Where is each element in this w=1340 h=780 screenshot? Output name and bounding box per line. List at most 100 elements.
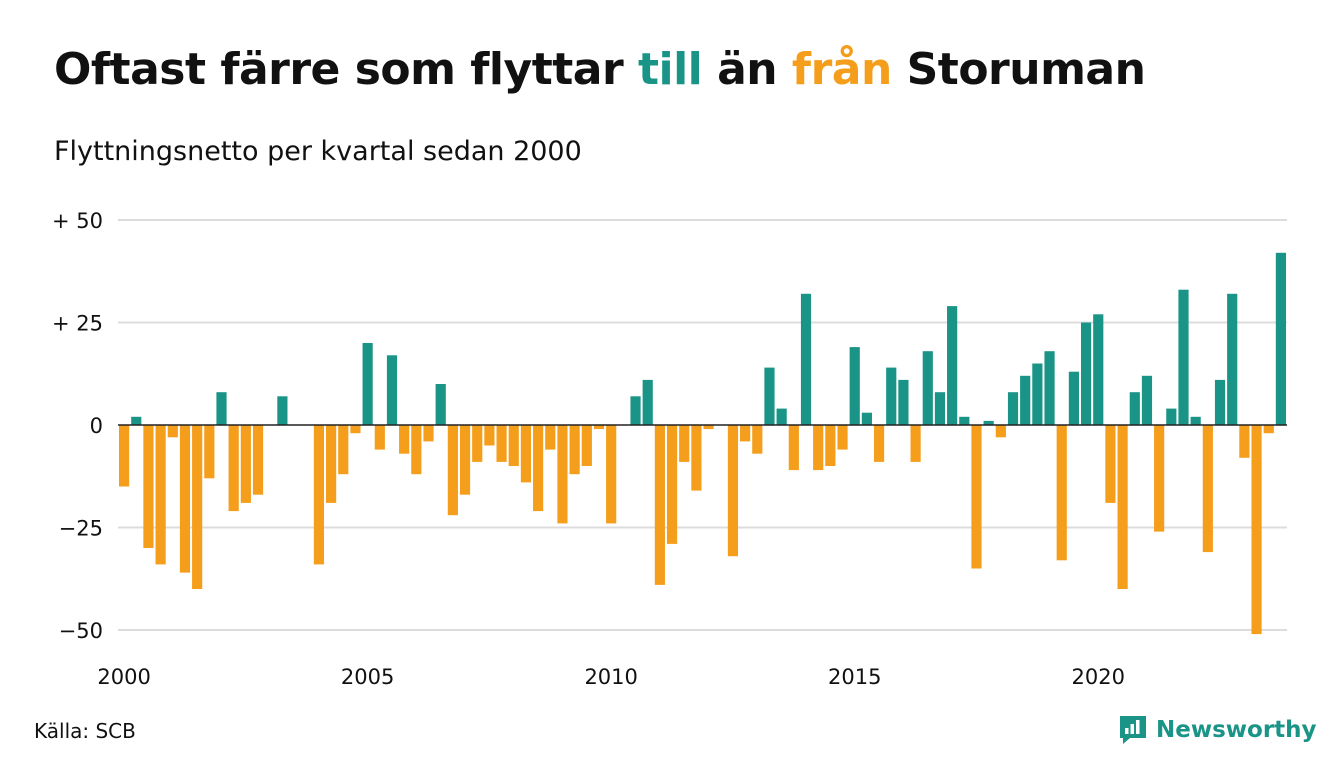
bar <box>313 425 325 565</box>
bar <box>472 425 483 462</box>
bar <box>119 425 130 487</box>
brand-name: Newsworthy <box>1156 717 1317 743</box>
bar <box>630 396 641 425</box>
title-part-2: än <box>702 44 792 95</box>
bar <box>155 425 166 565</box>
bar <box>1141 375 1153 425</box>
bar <box>545 425 556 450</box>
y-tick-label: −50 <box>59 619 103 643</box>
bar <box>825 425 836 466</box>
title-part-1: Oftast färre som flyttar <box>54 44 638 95</box>
bar <box>691 425 702 491</box>
y-axis-ticks: + 50 + 25 0 −25 −50 <box>52 209 103 643</box>
y-tick-label: + 25 <box>52 312 103 336</box>
bar <box>447 425 458 516</box>
bar <box>983 420 994 425</box>
bar <box>1202 425 1213 553</box>
bar <box>386 355 398 425</box>
bar <box>277 396 288 425</box>
bar <box>338 425 349 475</box>
bar <box>216 392 227 425</box>
bar <box>484 425 495 446</box>
source-note: Källa: SCB <box>34 719 136 743</box>
y-tick-label: 0 <box>90 414 103 438</box>
bar <box>167 425 178 438</box>
bar <box>910 425 921 462</box>
bar <box>1020 375 1031 425</box>
bar <box>459 425 471 495</box>
bar <box>1214 379 1226 425</box>
bar <box>508 425 519 466</box>
x-axis-ticks: 2000 2005 2010 2015 2020 <box>97 665 1125 689</box>
bar <box>934 392 946 425</box>
bar <box>740 425 751 442</box>
grid-lines <box>118 219 1287 631</box>
bar <box>131 416 142 425</box>
bar <box>995 425 1006 438</box>
net-migration-bar-chart: + 50 + 25 0 −25 −50 2000 2005 2010 2015 2020 <box>52 209 1287 689</box>
x-tick-label: 2020 <box>1072 665 1125 689</box>
x-tick-label: 2005 <box>341 665 394 689</box>
bar <box>666 425 678 544</box>
title-highlight-in: till <box>637 44 703 95</box>
bar <box>1044 351 1055 425</box>
bar <box>143 425 154 548</box>
bar <box>593 425 605 430</box>
bar <box>849 347 860 425</box>
x-tick-label: 2010 <box>584 665 637 689</box>
bar <box>898 379 909 425</box>
bar <box>886 367 897 425</box>
bar <box>326 425 337 503</box>
bar <box>752 425 763 454</box>
bar <box>606 425 617 524</box>
bar <box>922 351 933 425</box>
bar <box>1263 425 1274 434</box>
bar <box>1154 425 1165 532</box>
bar <box>240 425 251 503</box>
y-tick-label: + 50 <box>52 209 103 233</box>
brand-logo: Newsworthy <box>1118 714 1317 746</box>
bar <box>1239 425 1250 458</box>
bar <box>959 416 970 425</box>
bar <box>1166 408 1177 425</box>
bar <box>252 425 264 495</box>
title-highlight-out: från <box>791 44 892 95</box>
bar <box>1080 322 1092 425</box>
bar <box>362 343 373 425</box>
x-tick-label: 2015 <box>828 665 881 689</box>
bar <box>557 425 568 524</box>
bar <box>350 425 361 434</box>
bar <box>1007 392 1019 425</box>
x-tick-label: 2000 <box>97 665 150 689</box>
bar <box>947 306 958 425</box>
bar <box>1178 289 1189 425</box>
bar <box>679 425 690 462</box>
bar <box>1251 425 1262 635</box>
bar <box>764 367 775 425</box>
chart-title: Oftast färre som flyttar till än från St… <box>54 44 1146 95</box>
bar <box>228 425 239 512</box>
bar <box>411 425 422 475</box>
bar <box>1227 293 1238 425</box>
title-part-3: Storuman <box>891 44 1146 95</box>
bar <box>861 412 872 425</box>
bar <box>399 425 410 454</box>
bar <box>1068 371 1079 425</box>
bar <box>1105 425 1116 503</box>
bar <box>496 425 507 462</box>
bar <box>179 425 191 573</box>
bar <box>1032 363 1043 425</box>
bar <box>1129 392 1140 425</box>
bar <box>971 425 982 569</box>
bar <box>435 384 446 425</box>
bar <box>1093 314 1104 425</box>
bar <box>374 425 385 450</box>
bar <box>1117 425 1128 589</box>
bar <box>654 425 665 585</box>
bar <box>788 425 799 471</box>
bar <box>192 425 203 589</box>
bars <box>119 252 1286 635</box>
bar <box>520 425 532 483</box>
bar <box>204 425 215 479</box>
newsworthy-logo-icon <box>1120 716 1146 744</box>
